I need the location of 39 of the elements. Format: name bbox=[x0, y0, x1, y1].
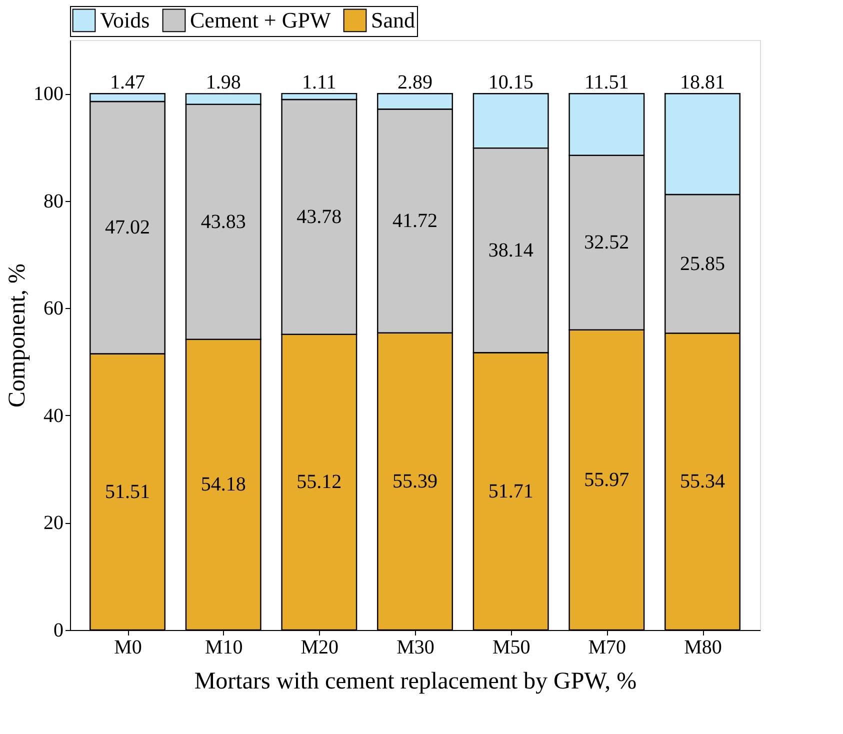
data-label: 51.71 bbox=[488, 480, 534, 502]
x-tick-label: M10 bbox=[204, 636, 243, 658]
x-tick-label: M50 bbox=[492, 636, 530, 658]
x-tick-label: M30 bbox=[396, 636, 434, 658]
data-label: 2.89 bbox=[398, 72, 432, 94]
data-label: 11.51 bbox=[584, 72, 629, 94]
data-label: 55.34 bbox=[680, 470, 725, 493]
data-label: 55.97 bbox=[584, 468, 630, 491]
data-label: 55.12 bbox=[296, 471, 342, 494]
y-tick-label: 100 bbox=[34, 83, 64, 106]
data-label: 1.47 bbox=[110, 72, 145, 94]
x-tick-label: M20 bbox=[300, 636, 339, 658]
data-label: 1.11 bbox=[302, 72, 336, 94]
data-label: 55.39 bbox=[392, 470, 438, 492]
data-label: 38.14 bbox=[488, 239, 534, 262]
y-axis-title: Component, % bbox=[4, 264, 30, 408]
data-label: 43.78 bbox=[296, 206, 342, 228]
data-label: 47.02 bbox=[105, 216, 150, 239]
legend-label: Cement + GPW bbox=[190, 7, 331, 32]
x-tick-label: M80 bbox=[684, 636, 722, 658]
data-label: 32.52 bbox=[584, 232, 630, 254]
data-label: 41.72 bbox=[392, 210, 438, 232]
data-label: 54.18 bbox=[200, 474, 246, 496]
data-label: 18.81 bbox=[680, 72, 725, 94]
y-tick-label: 80 bbox=[44, 190, 64, 212]
data-label: 1.98 bbox=[206, 72, 241, 94]
y-tick-label: 0 bbox=[54, 620, 64, 642]
data-label: 51.51 bbox=[105, 480, 150, 503]
y-tick-label: 20 bbox=[44, 512, 64, 534]
y-tick-label: 60 bbox=[44, 298, 64, 320]
x-axis-title: Mortars with cement replacement by GPW, % bbox=[194, 668, 637, 694]
x-tick-label: M0 bbox=[114, 636, 142, 658]
data-label: 43.83 bbox=[200, 210, 246, 233]
x-tick-label: M70 bbox=[588, 636, 626, 658]
legend-label: Voids bbox=[100, 7, 150, 32]
y-tick-label: 40 bbox=[44, 404, 64, 427]
legend-label: Sand bbox=[371, 7, 415, 32]
data-label: 25.85 bbox=[680, 252, 725, 275]
data-label: 10.15 bbox=[488, 72, 534, 94]
